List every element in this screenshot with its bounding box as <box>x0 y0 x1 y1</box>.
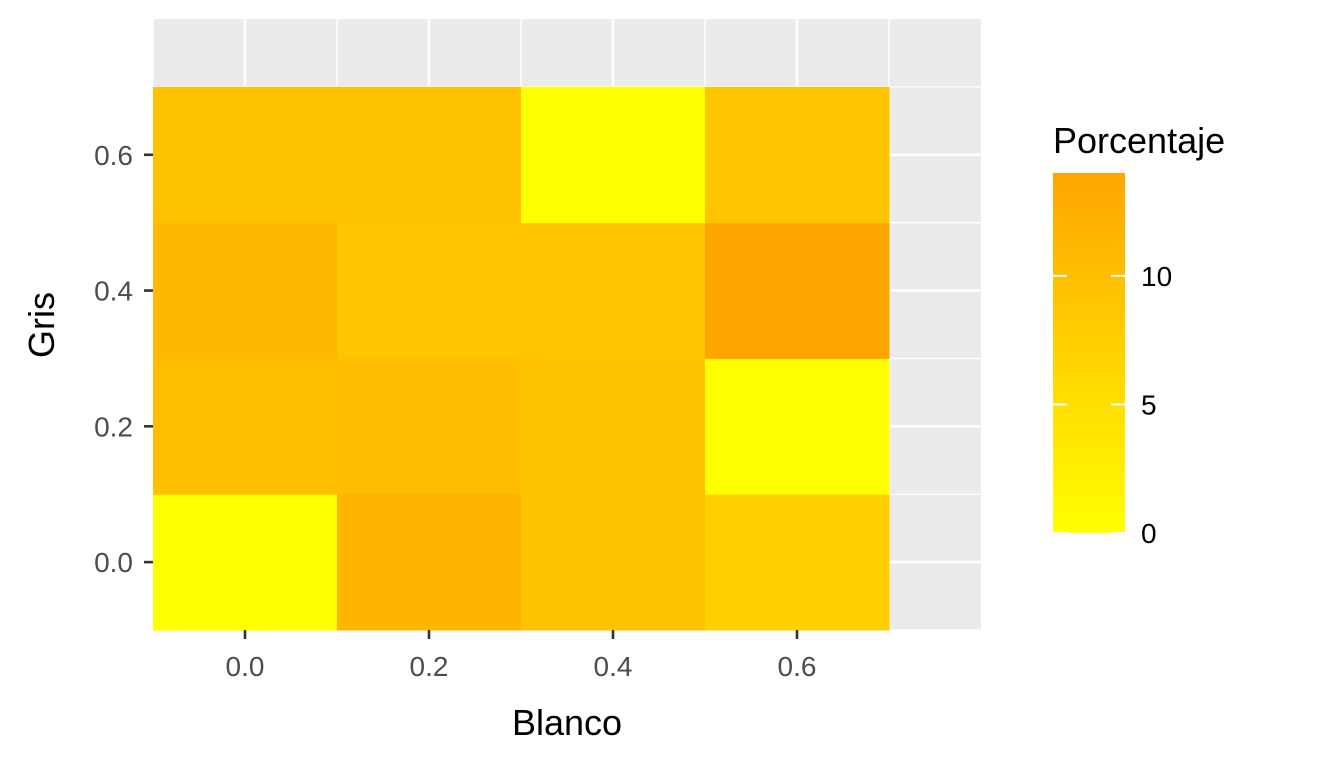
legend-tick-label: 10 <box>1141 261 1172 292</box>
x-tick-label: 0.0 <box>226 651 265 682</box>
x-tick-label: 0.2 <box>410 651 449 682</box>
heatmap-cell <box>705 86 890 224</box>
heatmap-cell <box>153 86 338 224</box>
legend-tick-label: 0 <box>1141 518 1157 549</box>
heatmap-cell <box>521 222 706 359</box>
heatmap-cell <box>705 494 890 631</box>
heatmap-cells <box>153 86 890 631</box>
y-tick-label: 0.6 <box>94 140 133 171</box>
legend-tick-label: 5 <box>1141 389 1157 420</box>
y-axis-title: Gris <box>21 292 62 358</box>
heatmap-cell <box>153 494 338 631</box>
heatmap-cell <box>337 222 522 359</box>
heatmap-cell <box>337 358 522 495</box>
heatmap-cell <box>521 86 706 224</box>
y-tick-label: 0.0 <box>94 547 133 578</box>
heatmap-cell <box>337 86 522 224</box>
x-tick-label: 0.4 <box>594 651 633 682</box>
heatmap-cell <box>153 222 338 359</box>
x-tick-label: 0.6 <box>778 651 817 682</box>
x-axis-ticks: 0.0 0.2 0.4 0.6 <box>226 630 817 682</box>
heatmap-cell <box>521 358 706 495</box>
heatmap-cell <box>705 358 890 495</box>
legend-colorbar <box>1053 173 1125 533</box>
y-axis-ticks: 0.0 0.2 0.4 0.6 <box>94 140 153 578</box>
x-axis-title: Blanco <box>512 702 622 743</box>
y-tick-label: 0.4 <box>94 276 133 307</box>
legend-ticks: 0 5 10 <box>1053 261 1172 549</box>
heatmap-cell <box>705 222 890 359</box>
legend-title: Porcentaje <box>1053 120 1225 161</box>
heatmap-cell <box>521 494 706 631</box>
y-tick-label: 0.2 <box>94 411 133 442</box>
heatmap-cell <box>337 494 522 631</box>
heatmap-cell <box>153 358 338 495</box>
